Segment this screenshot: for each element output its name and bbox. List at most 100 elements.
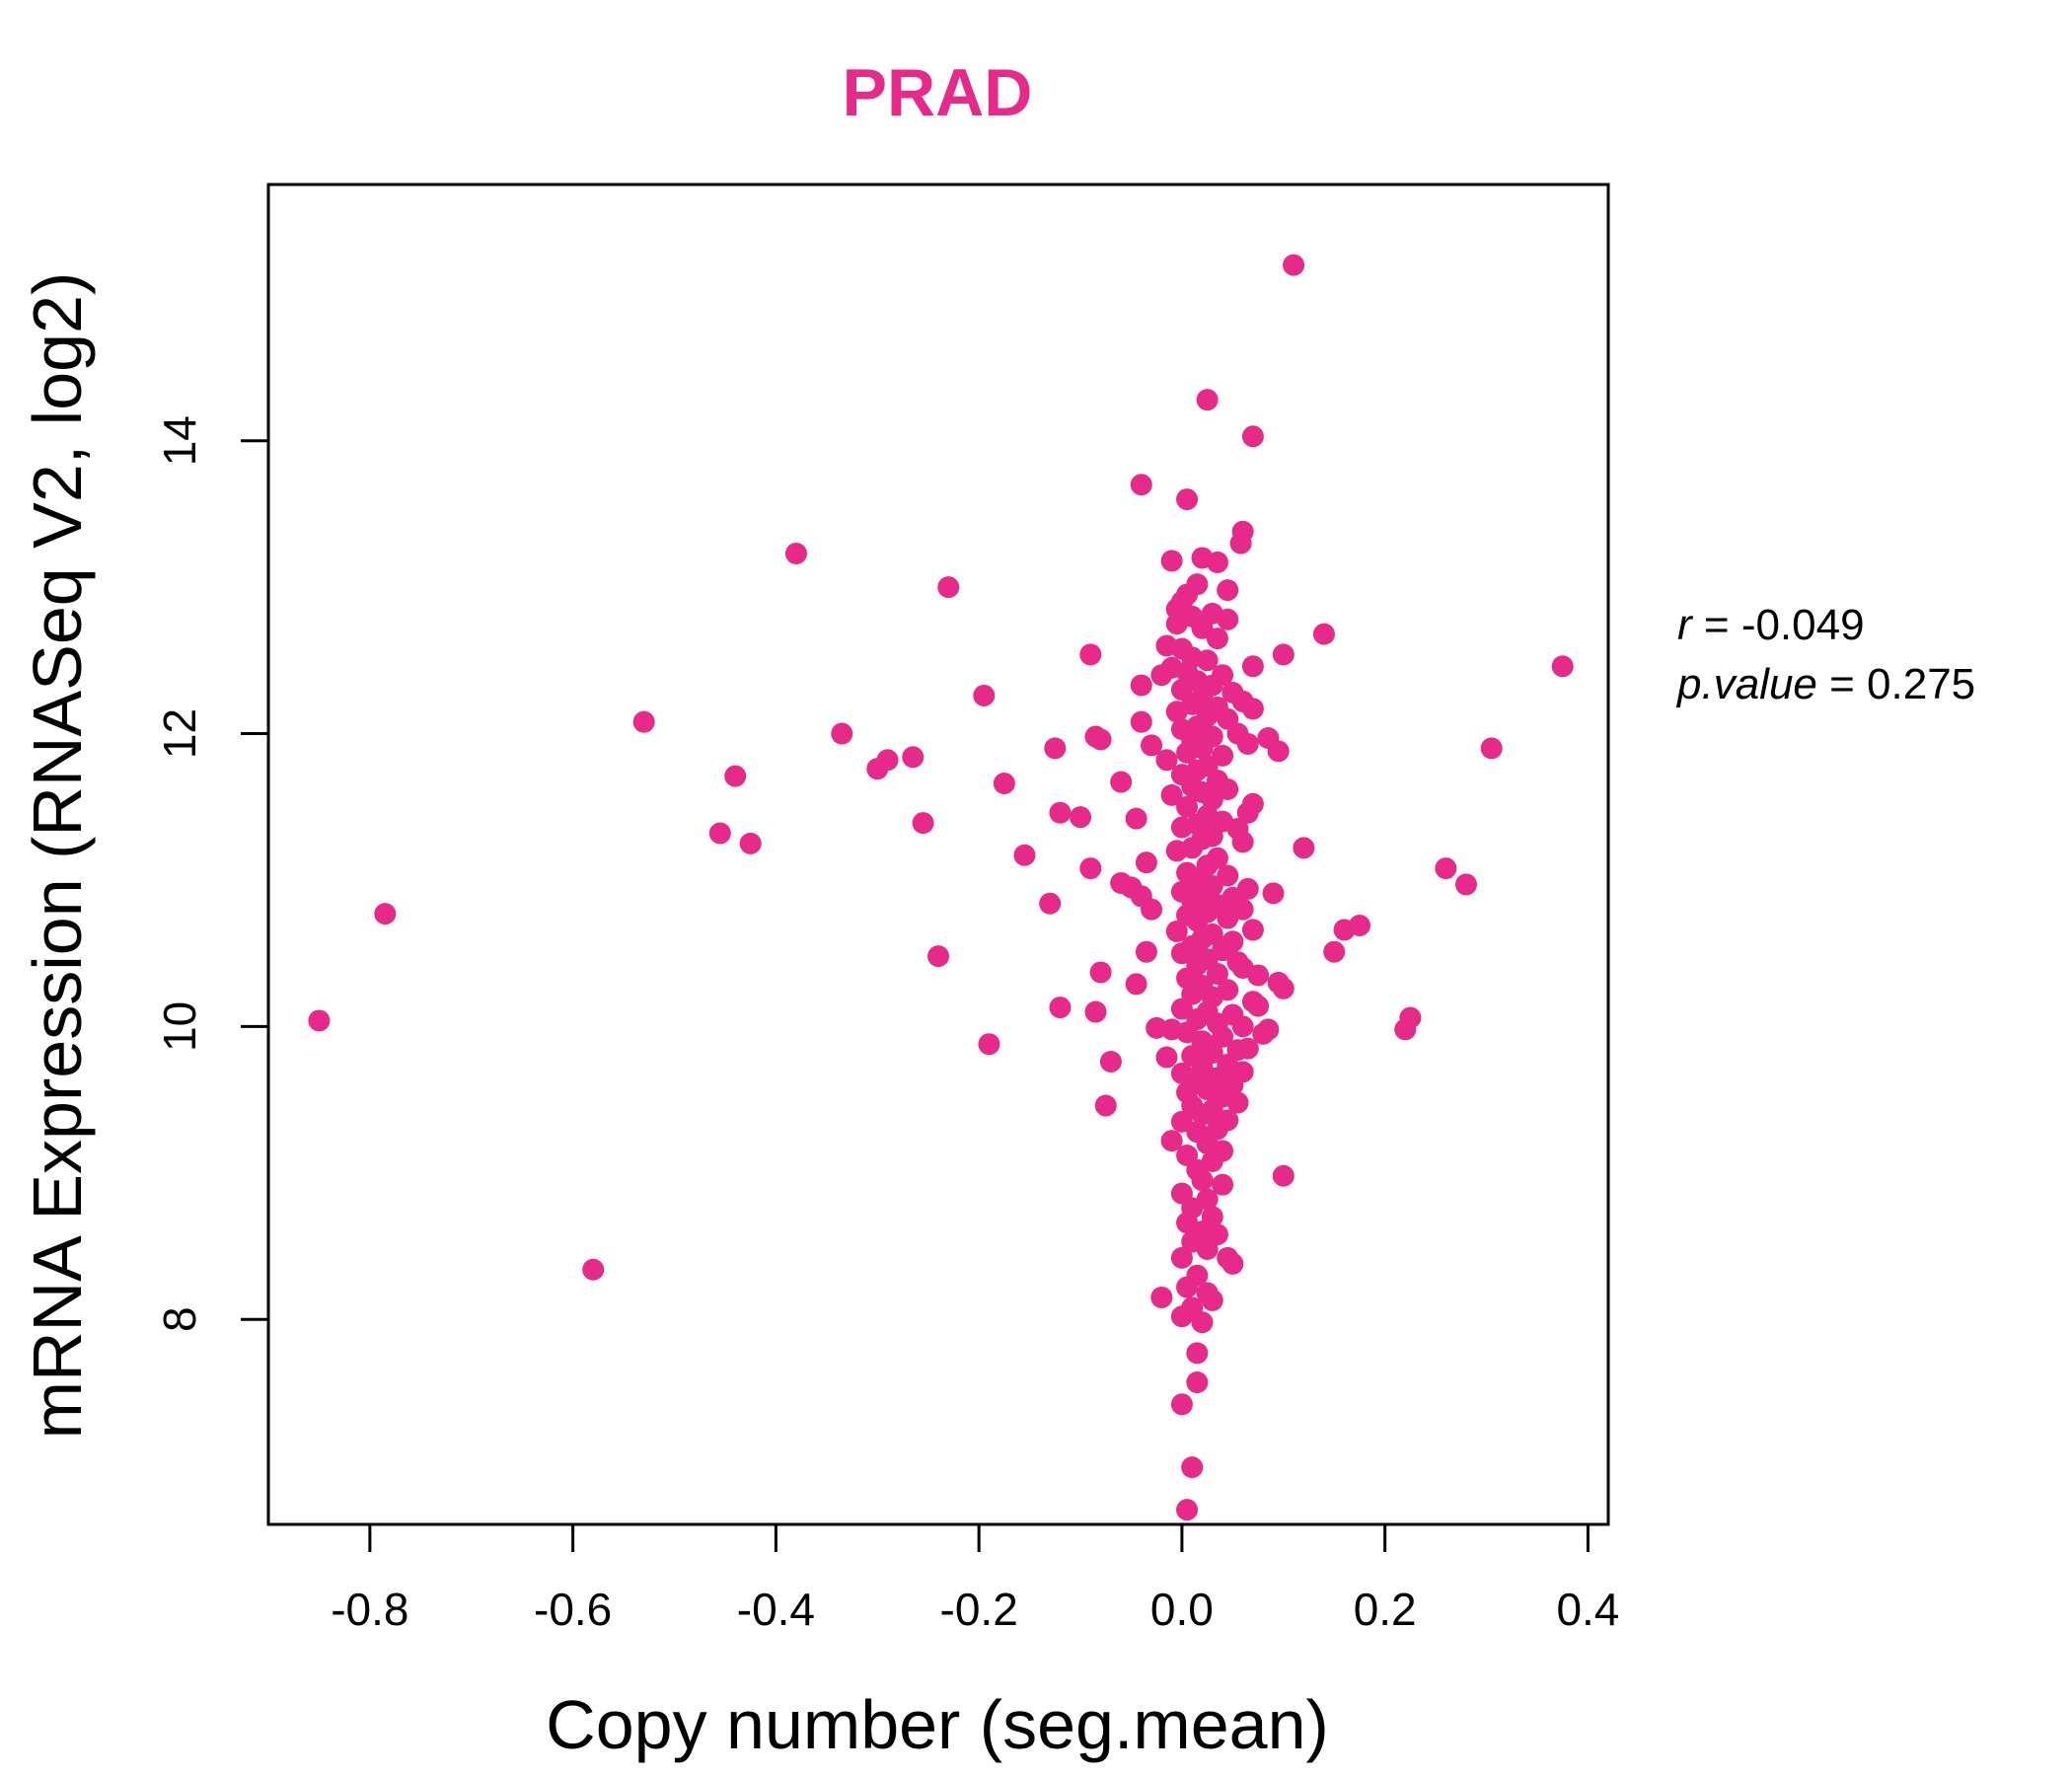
data-point bbox=[374, 903, 397, 925]
data-point bbox=[1165, 840, 1188, 862]
data-point bbox=[1217, 579, 1239, 602]
data-point bbox=[1155, 1046, 1178, 1069]
data-point bbox=[1241, 919, 1264, 941]
r-value: -0.049 bbox=[1741, 601, 1865, 649]
data-point bbox=[1217, 907, 1239, 929]
y-tick-label: 8 bbox=[154, 1306, 205, 1332]
data-point bbox=[1191, 617, 1214, 639]
data-point bbox=[1125, 973, 1147, 996]
data-point bbox=[1247, 995, 1270, 1017]
data-point bbox=[1130, 710, 1152, 733]
p-value-statistic: p.value = 0.275 bbox=[1675, 660, 1975, 708]
data-point bbox=[1272, 643, 1295, 666]
data-point bbox=[1141, 898, 1163, 921]
data-point bbox=[1155, 749, 1178, 772]
data-point bbox=[1110, 771, 1133, 793]
data-point bbox=[1221, 1252, 1244, 1275]
data-point bbox=[1454, 873, 1477, 896]
data-point bbox=[1135, 851, 1157, 874]
x-tick-label: 0.0 bbox=[1150, 1584, 1214, 1635]
data-point bbox=[1176, 741, 1199, 764]
x-tick-label: 0.4 bbox=[1556, 1584, 1619, 1635]
data-point bbox=[1049, 997, 1072, 1019]
data-point bbox=[1551, 655, 1574, 678]
data-point bbox=[1293, 837, 1315, 859]
r-statistic: r = -0.049 bbox=[1677, 601, 1865, 649]
chart-title: PRAD bbox=[843, 55, 1033, 130]
x-axis: -0.8 -0.6 -0.4 -0.2 0.0 0.2 0.4 bbox=[331, 1522, 1619, 1635]
data-point bbox=[1252, 1022, 1275, 1045]
data-point bbox=[1196, 649, 1219, 672]
data-point bbox=[1170, 1110, 1193, 1133]
data-point bbox=[866, 758, 889, 780]
x-tick-label: -0.4 bbox=[737, 1584, 815, 1635]
y-tick-label: 12 bbox=[154, 708, 205, 759]
data-point bbox=[308, 1009, 331, 1032]
data-point bbox=[739, 832, 762, 854]
correlation-stats: r = -0.049 p.value = 0.275 bbox=[1675, 601, 1975, 708]
data-point bbox=[1217, 864, 1239, 887]
x-axis-label: Copy number (seg.mean) bbox=[546, 1686, 1329, 1763]
data-point bbox=[1039, 892, 1062, 915]
data-point bbox=[1333, 919, 1356, 941]
data-point bbox=[1176, 1499, 1199, 1521]
data-point bbox=[1170, 942, 1193, 965]
data-point bbox=[1165, 613, 1188, 635]
data-point bbox=[1272, 977, 1295, 999]
data-point bbox=[1186, 910, 1209, 932]
data-point bbox=[902, 746, 925, 769]
data-point bbox=[1394, 1018, 1417, 1041]
data-point bbox=[1217, 608, 1239, 630]
data-point bbox=[1176, 1276, 1199, 1298]
data-point bbox=[1135, 940, 1157, 963]
data-point bbox=[1150, 664, 1173, 687]
data-point bbox=[1170, 816, 1193, 839]
data-point bbox=[724, 765, 747, 787]
data-point bbox=[1070, 806, 1092, 829]
data-point bbox=[1044, 737, 1067, 760]
x-tick-label: -0.2 bbox=[940, 1584, 1018, 1635]
data-point bbox=[1160, 783, 1183, 806]
data-point bbox=[1201, 1289, 1223, 1311]
data-point bbox=[1150, 1286, 1173, 1308]
data-point bbox=[1196, 1237, 1219, 1260]
data-point bbox=[1079, 643, 1102, 666]
data-point bbox=[1241, 698, 1264, 720]
data-point bbox=[1435, 857, 1457, 880]
data-point bbox=[708, 822, 731, 845]
data-point bbox=[1170, 998, 1193, 1020]
data-points bbox=[308, 254, 1574, 1521]
data-point bbox=[1170, 1305, 1193, 1328]
data-point bbox=[1049, 801, 1072, 824]
data-point bbox=[1196, 389, 1219, 411]
data-point bbox=[1160, 550, 1183, 572]
data-point bbox=[1160, 1130, 1183, 1152]
data-point bbox=[1170, 1393, 1193, 1416]
x-tick-label: -0.8 bbox=[331, 1584, 408, 1635]
data-point bbox=[1191, 1169, 1214, 1192]
x-tick-label: -0.6 bbox=[534, 1584, 612, 1635]
r-label: r bbox=[1677, 601, 1694, 649]
data-point bbox=[1312, 623, 1335, 645]
data-point bbox=[1217, 777, 1239, 800]
plot-frame bbox=[266, 183, 1610, 1526]
data-point bbox=[1212, 1025, 1234, 1048]
data-point bbox=[1191, 1311, 1214, 1334]
data-point bbox=[1236, 732, 1259, 755]
data-point bbox=[1181, 1456, 1204, 1479]
data-point bbox=[1283, 254, 1305, 276]
data-point bbox=[1186, 1342, 1209, 1365]
data-point bbox=[1212, 744, 1234, 767]
data-point bbox=[1089, 961, 1112, 984]
data-point bbox=[1079, 857, 1102, 880]
data-point bbox=[1236, 801, 1259, 824]
data-point bbox=[1206, 628, 1228, 650]
data-point bbox=[912, 812, 934, 835]
data-point bbox=[1206, 551, 1228, 573]
data-point bbox=[1176, 488, 1199, 511]
data-point bbox=[1130, 674, 1152, 697]
data-point bbox=[784, 543, 807, 565]
data-point bbox=[1013, 844, 1036, 866]
data-point bbox=[1323, 940, 1346, 963]
